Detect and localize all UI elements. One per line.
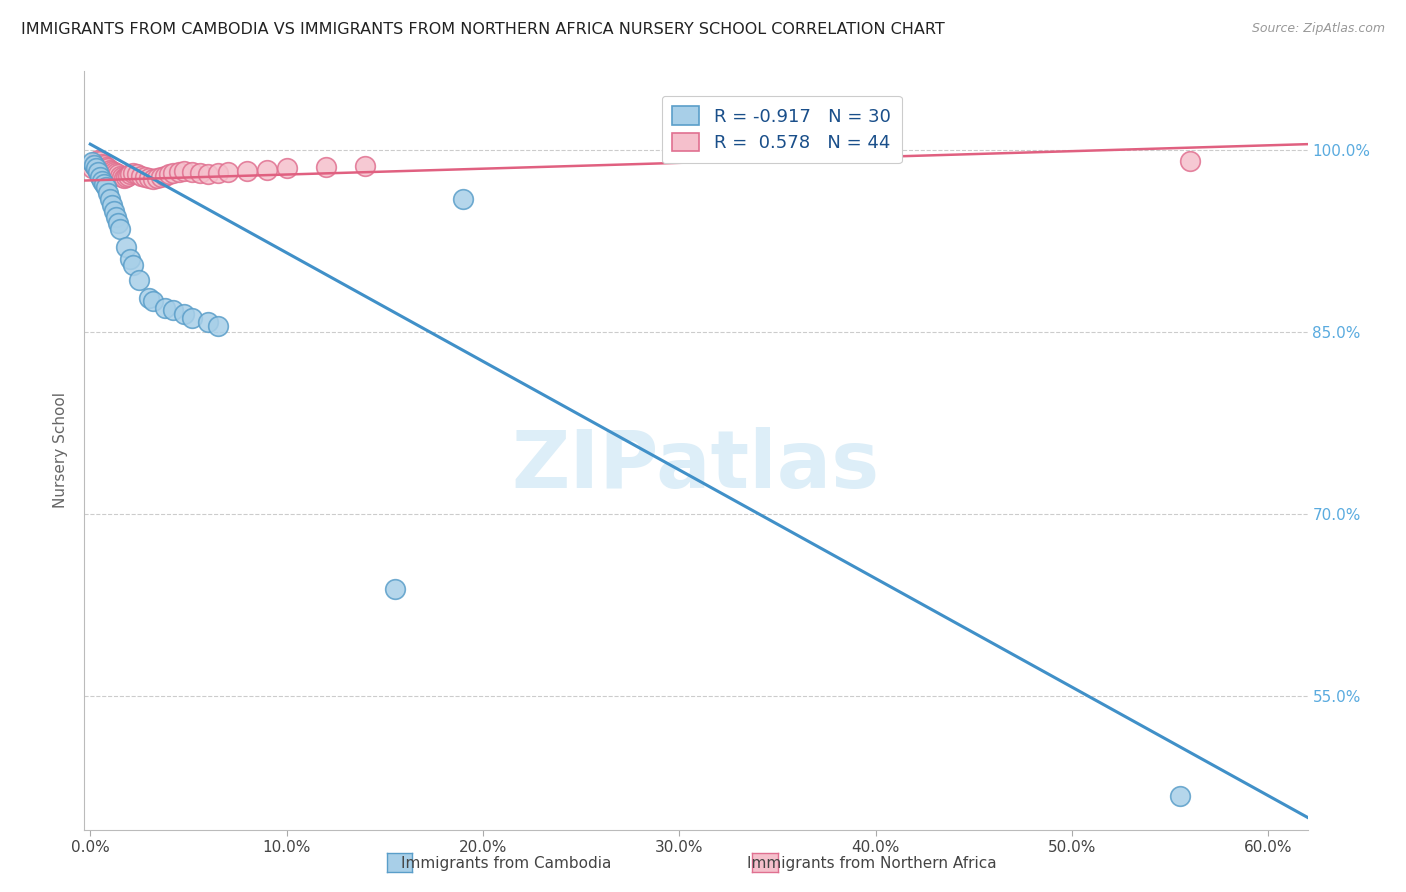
Point [122,166,145,180]
Point [97,186,120,200]
Point [107,216,129,230]
Text: Source: ZipAtlas.com: Source: ZipAtlas.com [1251,22,1385,36]
Point [93,158,115,172]
Point [98,192,121,206]
Point [138,171,160,186]
Point [138,291,160,305]
Point [98,162,121,177]
Point [128,273,150,287]
Point [122,259,145,273]
Point [87,165,110,179]
Point [197,316,219,330]
Point [87,153,110,167]
Point [142,172,165,186]
Point [93,177,115,191]
Point [167,165,190,179]
Text: ZIPatlas: ZIPatlas [512,426,880,505]
Point [149,169,172,184]
Point [97,161,120,176]
Point [114,240,136,254]
Point [83,158,105,172]
Legend: R = -0.917   N = 30, R =  0.578   N = 44: R = -0.917 N = 30, R = 0.578 N = 44 [662,95,901,163]
Point [197,168,219,182]
Point [153,169,176,183]
Point [127,168,149,182]
Point [146,171,169,186]
Point [117,169,139,183]
Point [236,164,259,178]
Point [207,319,229,334]
Point [1168,789,1191,803]
Point [129,169,152,183]
Point [84,161,107,176]
Point [104,210,127,224]
Point [104,166,127,180]
Point [91,156,114,170]
Point [256,162,278,177]
Text: Immigrants from Cambodia: Immigrants from Cambodia [401,856,612,871]
Point [107,168,129,182]
Point [103,203,125,218]
Point [94,179,117,194]
Point [384,582,406,597]
Point [91,173,114,187]
Point [118,168,141,182]
Point [84,155,107,169]
Point [453,192,475,206]
Point [153,301,176,315]
Point [82,161,104,176]
Point [108,222,131,236]
Point [1178,154,1201,169]
Point [114,169,136,184]
Point [82,155,104,169]
Point [111,169,134,184]
Point [207,166,229,180]
Point [118,252,141,267]
Point [354,159,377,173]
Point [101,198,124,212]
Point [101,164,124,178]
Point [162,166,184,180]
Point [315,160,337,174]
Point [94,160,117,174]
Point [173,307,195,321]
Point [134,169,156,184]
Point [157,168,180,182]
Point [103,165,125,179]
Point [188,166,211,180]
Text: Immigrants from Northern Africa: Immigrants from Northern Africa [747,856,997,871]
Text: IMMIGRANTS FROM CAMBODIA VS IMMIGRANTS FROM NORTHERN AFRICA NURSERY SCHOOL CORRE: IMMIGRANTS FROM CAMBODIA VS IMMIGRANTS F… [21,22,945,37]
Point [108,169,131,183]
Y-axis label: Nursery School: Nursery School [53,392,69,508]
Point [173,164,195,178]
Point [217,165,239,179]
Point [181,165,204,179]
Point [89,154,111,169]
Point [181,310,204,325]
Point [89,169,111,184]
Point [112,171,135,186]
Point [162,303,184,318]
Point [142,293,165,308]
Point [276,161,298,176]
Point [83,158,105,172]
